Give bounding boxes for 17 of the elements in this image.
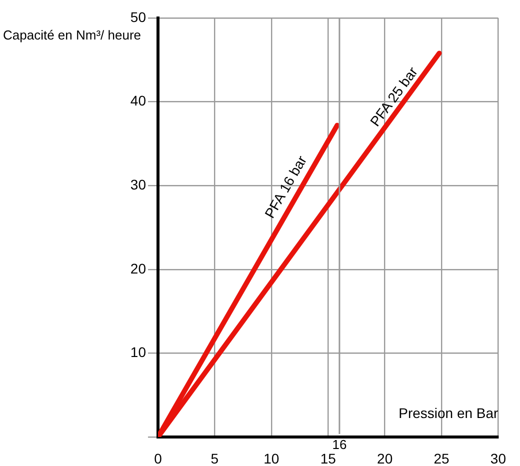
x-tick-label: 15 [320,450,336,466]
text: PFA 16 bar [261,152,310,221]
y-tick-label: 40 [130,92,146,109]
y-axis-title: Capacité en Nm³/ heure [3,28,142,43]
x-tick-label: 30 [490,450,506,466]
x-axis-title: Pression en Bar [398,404,499,421]
x-tick-label: 25 [434,450,450,466]
x-tick-label: 20 [377,450,393,466]
y-tick-label: 20 [130,260,146,276]
x-tick-label: 5 [210,450,219,466]
y-tick-label: 50 [130,8,146,25]
x-tick-label: 10 [264,450,280,466]
text: PFA 25 bar [366,64,421,130]
x-tick-label: 0 [154,450,162,466]
y-tick-label: 30 [130,176,146,192]
y-tick-label: 10 [130,344,146,360]
ref-line-label: 16 [332,437,347,452]
